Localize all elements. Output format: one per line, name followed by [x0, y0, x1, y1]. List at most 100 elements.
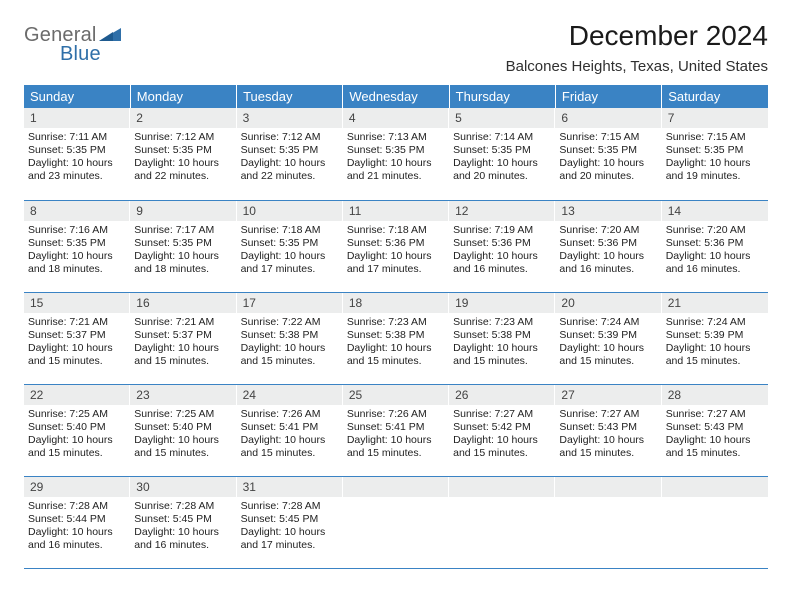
calendar-row: 1Sunrise: 7:11 AMSunset: 5:35 PMDaylight…: [24, 108, 768, 200]
sunrise-line: Sunrise: 7:27 AM: [453, 408, 551, 421]
daylight-line: Daylight: 10 hours and 15 minutes.: [134, 434, 232, 460]
day-number: 24: [237, 385, 343, 405]
sunset-line: Sunset: 5:35 PM: [134, 144, 232, 157]
daylight-line: Daylight: 10 hours and 15 minutes.: [453, 434, 551, 460]
day-body: Sunrise: 7:26 AMSunset: 5:41 PMDaylight:…: [343, 405, 449, 465]
day-body: Sunrise: 7:12 AMSunset: 5:35 PMDaylight:…: [130, 128, 236, 188]
dayhead-saturday: Saturday: [662, 85, 768, 108]
day-number: 31: [237, 477, 343, 497]
sunrise-line: Sunrise: 7:15 AM: [666, 131, 764, 144]
daylight-line: Daylight: 10 hours and 17 minutes.: [241, 250, 339, 276]
calendar-row: 29Sunrise: 7:28 AMSunset: 5:44 PMDayligh…: [24, 476, 768, 568]
sunset-line: Sunset: 5:43 PM: [666, 421, 764, 434]
day-number: 26: [449, 385, 555, 405]
day-number: 25: [343, 385, 449, 405]
sunrise-line: Sunrise: 7:25 AM: [134, 408, 232, 421]
day-body: [343, 497, 449, 504]
daylight-line: Daylight: 10 hours and 16 minutes.: [28, 526, 126, 552]
daylight-line: Daylight: 10 hours and 15 minutes.: [134, 342, 232, 368]
sunset-line: Sunset: 5:45 PM: [241, 513, 339, 526]
daylight-line: Daylight: 10 hours and 15 minutes.: [28, 342, 126, 368]
sunrise-line: Sunrise: 7:13 AM: [347, 131, 445, 144]
sunset-line: Sunset: 5:38 PM: [453, 329, 551, 342]
calendar-cell: 25Sunrise: 7:26 AMSunset: 5:41 PMDayligh…: [343, 384, 449, 476]
day-body: Sunrise: 7:15 AMSunset: 5:35 PMDaylight:…: [662, 128, 768, 188]
calendar-cell: 13Sunrise: 7:20 AMSunset: 5:36 PMDayligh…: [555, 200, 661, 292]
page-title: December 2024: [506, 20, 768, 52]
calendar-cell: 29Sunrise: 7:28 AMSunset: 5:44 PMDayligh…: [24, 476, 130, 568]
sunrise-line: Sunrise: 7:20 AM: [559, 224, 657, 237]
sunset-line: Sunset: 5:36 PM: [347, 237, 445, 250]
day-body: Sunrise: 7:23 AMSunset: 5:38 PMDaylight:…: [449, 313, 555, 373]
daylight-line: Daylight: 10 hours and 15 minutes.: [559, 342, 657, 368]
day-body: Sunrise: 7:14 AMSunset: 5:35 PMDaylight:…: [449, 128, 555, 188]
day-body: Sunrise: 7:18 AMSunset: 5:36 PMDaylight:…: [343, 221, 449, 281]
day-body: Sunrise: 7:15 AMSunset: 5:35 PMDaylight:…: [555, 128, 661, 188]
calendar-cell: 12Sunrise: 7:19 AMSunset: 5:36 PMDayligh…: [449, 200, 555, 292]
sunset-line: Sunset: 5:44 PM: [28, 513, 126, 526]
day-number: 17: [237, 293, 343, 313]
calendar-row: 15Sunrise: 7:21 AMSunset: 5:37 PMDayligh…: [24, 292, 768, 384]
header: General Blue December 2024 Balcones Heig…: [24, 18, 768, 75]
day-body: Sunrise: 7:27 AMSunset: 5:43 PMDaylight:…: [662, 405, 768, 465]
daylight-line: Daylight: 10 hours and 15 minutes.: [666, 342, 764, 368]
sunrise-line: Sunrise: 7:24 AM: [559, 316, 657, 329]
logo: General Blue: [24, 18, 121, 66]
calendar-cell: 14Sunrise: 7:20 AMSunset: 5:36 PMDayligh…: [662, 200, 768, 292]
sunrise-line: Sunrise: 7:23 AM: [453, 316, 551, 329]
day-body: Sunrise: 7:13 AMSunset: 5:35 PMDaylight:…: [343, 128, 449, 188]
day-number: 7: [662, 108, 768, 128]
calendar-cell: 4Sunrise: 7:13 AMSunset: 5:35 PMDaylight…: [343, 108, 449, 200]
sunset-line: Sunset: 5:36 PM: [666, 237, 764, 250]
daylight-line: Daylight: 10 hours and 17 minutes.: [347, 250, 445, 276]
calendar-cell: 5Sunrise: 7:14 AMSunset: 5:35 PMDaylight…: [449, 108, 555, 200]
sunset-line: Sunset: 5:40 PM: [28, 421, 126, 434]
calendar-cell: 21Sunrise: 7:24 AMSunset: 5:39 PMDayligh…: [662, 292, 768, 384]
page-subtitle: Balcones Heights, Texas, United States: [506, 58, 768, 75]
daylight-line: Daylight: 10 hours and 15 minutes.: [241, 342, 339, 368]
day-number: 27: [555, 385, 661, 405]
day-body: Sunrise: 7:20 AMSunset: 5:36 PMDaylight:…: [555, 221, 661, 281]
day-number: 2: [130, 108, 236, 128]
calendar-cell: 2Sunrise: 7:12 AMSunset: 5:35 PMDaylight…: [130, 108, 236, 200]
day-body: Sunrise: 7:16 AMSunset: 5:35 PMDaylight:…: [24, 221, 130, 281]
sunrise-line: Sunrise: 7:15 AM: [559, 131, 657, 144]
logo-word-2: Blue: [24, 43, 121, 66]
day-number: [662, 477, 768, 497]
calendar-cell: 9Sunrise: 7:17 AMSunset: 5:35 PMDaylight…: [130, 200, 236, 292]
daylight-line: Daylight: 10 hours and 20 minutes.: [559, 157, 657, 183]
daylight-line: Daylight: 10 hours and 22 minutes.: [241, 157, 339, 183]
day-number: 15: [24, 293, 130, 313]
sunrise-line: Sunrise: 7:12 AM: [134, 131, 232, 144]
day-body: [662, 497, 768, 504]
daylight-line: Daylight: 10 hours and 19 minutes.: [666, 157, 764, 183]
calendar-cell: 26Sunrise: 7:27 AMSunset: 5:42 PMDayligh…: [449, 384, 555, 476]
sunset-line: Sunset: 5:38 PM: [347, 329, 445, 342]
daylight-line: Daylight: 10 hours and 15 minutes.: [241, 434, 339, 460]
sunrise-line: Sunrise: 7:27 AM: [559, 408, 657, 421]
day-body: Sunrise: 7:20 AMSunset: 5:36 PMDaylight:…: [662, 221, 768, 281]
day-number: 28: [662, 385, 768, 405]
calendar-cell: 17Sunrise: 7:22 AMSunset: 5:38 PMDayligh…: [237, 292, 343, 384]
sunset-line: Sunset: 5:40 PM: [134, 421, 232, 434]
daylight-line: Daylight: 10 hours and 15 minutes.: [347, 342, 445, 368]
sunset-line: Sunset: 5:41 PM: [241, 421, 339, 434]
calendar-cell: 22Sunrise: 7:25 AMSunset: 5:40 PMDayligh…: [24, 384, 130, 476]
daylight-line: Daylight: 10 hours and 18 minutes.: [134, 250, 232, 276]
day-number: 6: [555, 108, 661, 128]
sunset-line: Sunset: 5:35 PM: [28, 237, 126, 250]
dayhead-tuesday: Tuesday: [237, 85, 343, 108]
day-number: 3: [237, 108, 343, 128]
sunset-line: Sunset: 5:43 PM: [559, 421, 657, 434]
calendar-cell: 7Sunrise: 7:15 AMSunset: 5:35 PMDaylight…: [662, 108, 768, 200]
sunrise-line: Sunrise: 7:28 AM: [134, 500, 232, 513]
calendar-header-row: Sunday Monday Tuesday Wednesday Thursday…: [24, 85, 768, 108]
calendar-cell: 16Sunrise: 7:21 AMSunset: 5:37 PMDayligh…: [130, 292, 236, 384]
daylight-line: Daylight: 10 hours and 16 minutes.: [134, 526, 232, 552]
calendar-cell: 8Sunrise: 7:16 AMSunset: 5:35 PMDaylight…: [24, 200, 130, 292]
dayhead-monday: Monday: [130, 85, 236, 108]
sunset-line: Sunset: 5:35 PM: [241, 237, 339, 250]
calendar-cell: 11Sunrise: 7:18 AMSunset: 5:36 PMDayligh…: [343, 200, 449, 292]
sunrise-line: Sunrise: 7:24 AM: [666, 316, 764, 329]
daylight-line: Daylight: 10 hours and 15 minutes.: [453, 342, 551, 368]
